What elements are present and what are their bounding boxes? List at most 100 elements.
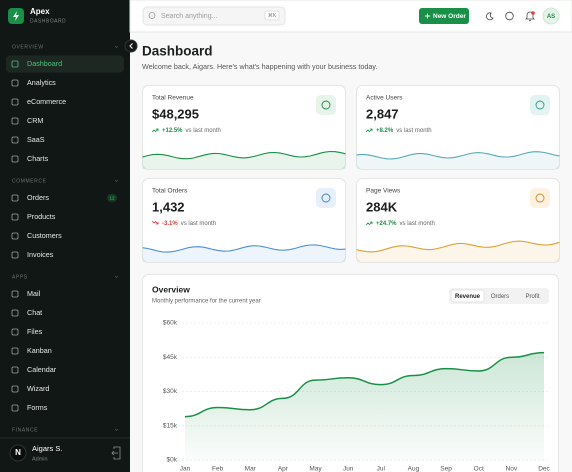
logout-icon[interactable] [111,446,121,460]
x-tick-label: Dec [538,466,550,472]
nav-icon [11,60,19,68]
section-title: COMMERCE [12,178,47,184]
shortcut-badge [264,10,280,21]
plus-icon [425,13,430,19]
x-tick-label: Feb [212,466,224,472]
tab[interactable]: Revenue [455,294,481,300]
tab[interactable]: Orders [491,294,509,300]
nav-item[interactable]: eCommerce [27,97,66,106]
chevron [114,45,119,48]
chart-subtitle: Monthly performance for the current year [152,299,261,305]
stat-label: Active Users [366,95,403,102]
nav-item[interactable]: Files [27,327,43,336]
logo-icon [13,11,19,21]
sparkline [356,240,560,253]
stat-icon [316,95,336,115]
nav-icon [11,251,19,259]
nav-item[interactable]: Invoices [27,250,54,259]
trend-arrow [365,221,373,226]
stat-note: vs last month [400,221,435,227]
nav-icon [11,117,19,125]
y-tick-label: $0k [167,457,178,464]
stat-note: vs last month [181,221,216,227]
stat-change: -3.1% [162,221,178,227]
stat-label: Total Orders [152,188,188,195]
nav-item[interactable]: CRM [27,116,43,125]
nav-icon [11,347,19,355]
nav-item[interactable]: SaaS [27,135,45,144]
x-tick-label: Aug [408,466,420,472]
stat-label: Page Views [366,188,401,195]
page-title: Dashboard [142,44,213,59]
nav-item[interactable]: Charts [27,154,49,163]
palette-icon[interactable] [505,11,514,21]
stat-card [142,178,346,263]
y-tick-label: $45k [163,354,178,361]
area [185,352,544,460]
nav-icon [11,309,19,317]
nav-icon [11,404,19,412]
stat-note: vs last month [396,128,431,134]
tab-active[interactable] [450,289,485,303]
stat-value: 1,432 [152,199,185,214]
stat-card [356,178,560,263]
stat-glyph [535,100,545,110]
new-order-button[interactable] [419,8,469,24]
collapse-button[interactable] [124,39,138,53]
nav-item[interactable]: Forms [27,403,48,412]
nav-icon [11,232,19,240]
nav-item[interactable]: Calendar [27,365,57,374]
sparkline [142,244,346,253]
nav-item[interactable]: Mail [27,289,41,298]
nav-item[interactable]: Dashboard [27,59,62,68]
x-tick-label: Jul [377,466,386,472]
stat-card [356,85,560,170]
badge [107,194,117,202]
search-box[interactable] [142,6,286,26]
cards: Total Revenue$48,295+12.5% vs last monthA… [142,85,560,263]
y-tick-label: $30k [163,388,178,395]
sparkline-area [142,244,346,262]
page-subtitle: Welcome back, Aigars. Here's what's happ… [142,62,377,71]
stat-icon [316,188,336,208]
stat-glyph [321,193,331,203]
notification-dot [531,11,535,15]
x-tick-label: Jan [180,466,191,472]
user-avatar[interactable] [9,444,27,462]
x-tick-label: Mar [245,466,257,472]
stat-value: 284K [366,199,398,214]
x-tick-label: Nov [506,466,518,472]
nav-icon [11,213,19,221]
section-title: FINANCE [12,427,38,433]
x-tick-label: Sep [440,466,452,472]
nav-icon [11,79,19,87]
nav-item[interactable]: Analytics [27,78,56,87]
stat-icon [530,95,550,115]
nav-item[interactable]: Customers [27,231,62,240]
stat-card [142,85,346,170]
avatar[interactable] [542,7,560,25]
theme-icon[interactable] [486,12,494,21]
stat-glyph [321,100,331,110]
brand-sub: DASHBOARD [30,18,66,24]
x-tick-label: May [309,466,322,472]
stat-change: +24.7% [376,221,397,227]
y-tick-label: $15k [163,422,178,429]
nav: OVERVIEW Dashboard Analytics eCommerce CRM Sa… [6,44,124,433]
avatar-initials: AS [547,14,555,20]
nav-item[interactable]: Chat [27,308,42,317]
nav-item[interactable]: Products [27,212,56,221]
nav-item[interactable]: Kanban [27,346,52,355]
nav-item[interactable]: Wizard [27,384,49,393]
sidebar [0,0,130,472]
nav-item[interactable]: Orders [27,193,49,202]
user-name: Aigars S. [32,444,62,453]
x-tick-label: Jun [343,466,354,472]
tab[interactable]: Profit [525,294,539,300]
stat-icon [530,188,550,208]
trend-arrow [365,128,373,133]
chart: $0k $15k $30k $45k $60k Jan Feb Mar Apr May Jun Jul… [163,320,551,472]
search-icon [148,12,156,19]
collapse-icon [129,43,133,49]
